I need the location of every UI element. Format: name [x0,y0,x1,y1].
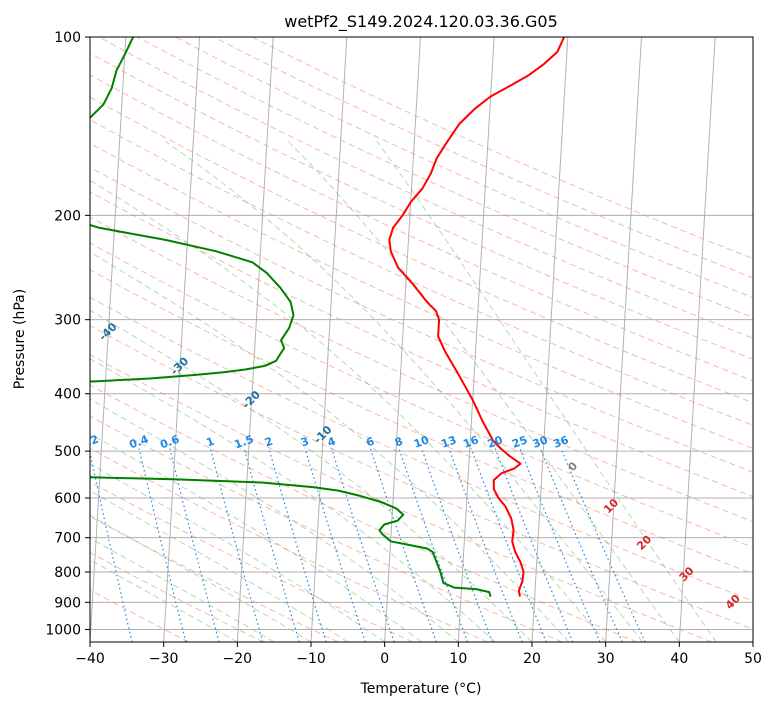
x-tick-label: −30 [149,651,179,667]
x-tick-label: 40 [670,651,688,667]
y-tick-label: 200 [54,208,81,224]
y-tick-label: 1000 [45,622,81,638]
y-tick-label: 600 [54,491,81,507]
x-tick-label: 10 [449,651,467,667]
x-tick-label: −20 [223,651,253,667]
y-tick-label: 900 [54,595,81,611]
x-axis-label: Temperature (°C) [360,681,482,697]
x-tick-label: 0 [380,651,389,667]
x-tick-label: −40 [75,651,105,667]
y-axis-label: Pressure (hPa) [12,289,28,389]
y-tick-label: 500 [54,444,81,460]
y-tick-label: 800 [54,565,81,581]
x-tick-label: 50 [744,651,762,667]
y-tick-label: 700 [54,531,81,547]
x-tick-label: 20 [523,651,541,667]
y-tick-label: 400 [54,387,81,403]
y-tick-label: 100 [54,30,81,46]
chart-title: wetPf2_S149.2024.120.03.36.G05 [284,12,558,32]
x-tick-label: −10 [296,651,326,667]
y-tick-label: 300 [54,313,81,329]
x-tick-label: 30 [597,651,615,667]
